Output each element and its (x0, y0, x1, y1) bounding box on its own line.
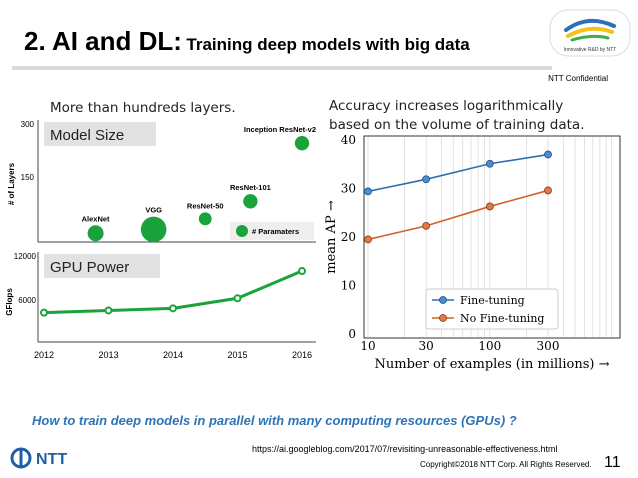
title-underline (12, 66, 552, 70)
gpu-point (40, 308, 48, 317)
ntt-logo-text: NTT (36, 451, 67, 468)
model-bubble (198, 212, 212, 226)
title-main: 2. AI and DL: (24, 26, 182, 56)
accuracy-x-tick: 30 (419, 339, 434, 353)
gpu-ylabel: GFlops (5, 288, 14, 316)
legend-marker-no-fine-tuning (439, 314, 447, 322)
slide-title: 2. AI and DL: Training deep models with … (24, 26, 470, 57)
confidential-label: NTT Confidential (548, 74, 608, 83)
accuracy-ylabel: mean AP → (324, 200, 339, 274)
accuracy-point (364, 235, 372, 244)
model-bubble-label: VGG (145, 206, 162, 215)
model-size-legend-label: # Paramaters (252, 227, 299, 236)
accuracy-x-tick: 100 (478, 339, 501, 353)
accuracy-series-line (367, 189, 549, 241)
gpu-title-box (44, 254, 160, 278)
model-size-tick-150: 150 (21, 173, 35, 182)
gpu-x-ticks: 2012 2013 2014 2015 2016 (34, 350, 312, 360)
page-number: 11 (604, 454, 621, 471)
accuracy-point (485, 159, 494, 168)
accuracy-point (364, 187, 372, 196)
legend-bubble-icon (236, 225, 248, 237)
model-bubble (87, 225, 104, 242)
model-bubble (294, 135, 310, 151)
accuracy-point (544, 150, 552, 159)
accuracy-y-tick: 10 (341, 279, 356, 293)
gpu-tick-12000: 12000 (14, 252, 37, 261)
right-note: Accuracy increases logarithmically based… (329, 97, 585, 135)
accuracy-legend (425, 288, 559, 330)
gpu-x-tick-label: 2012 (34, 350, 54, 360)
model-bubble-label: Inception ResNet-v2 (244, 125, 316, 134)
gpu-point (104, 306, 113, 315)
accuracy-point (422, 221, 431, 230)
model-size-bubbles: AlexNet VGG ResNet-50 ResNet-101 Inception R… (82, 125, 316, 243)
model-size-title-box (44, 122, 156, 146)
accuracy-xlabel: Number of examples (in millions) → (375, 357, 610, 372)
accuracy-y-ticks: 0 10 20 30 40 (341, 133, 356, 341)
accuracy-point (544, 186, 552, 195)
gpu-title: GPU Power (50, 259, 129, 276)
model-bubble-label: ResNet-101 (230, 183, 271, 192)
right-note-line1: Accuracy increases logarithmically (329, 98, 564, 114)
accuracy-point (422, 175, 431, 184)
legend-marker-fine-tuning (439, 296, 447, 304)
right-note-line2: based on the volume of training data. (329, 117, 585, 133)
gpu-x-tick-label: 2014 (163, 350, 183, 360)
model-bubble (243, 194, 258, 209)
ntt-logo: NTT (10, 447, 67, 469)
model-size-ylabel: # of Layers (7, 162, 16, 205)
gpu-point (233, 294, 242, 303)
bottom-question: How to train deep models in parallel wit… (32, 413, 517, 428)
model-bubble (140, 216, 167, 243)
accuracy-point (485, 202, 494, 211)
accuracy-x-tick: 10 (360, 339, 375, 353)
model-size-title: Model Size (50, 127, 124, 144)
accuracy-x-tick: 300 (537, 339, 560, 353)
gpu-x-tick-label: 2016 (292, 350, 312, 360)
logo-text: Innovative R&D by NTT (564, 47, 617, 53)
innovative-rd-logo: Innovative R&D by NTT (549, 9, 631, 57)
accuracy-y-tick: 30 (341, 182, 356, 196)
accuracy-series (364, 150, 552, 244)
copyright: Copyright©2018 NTT Corp. All Rights Rese… (420, 460, 592, 469)
accuracy-y-tick: 0 (348, 327, 356, 341)
gpu-series (40, 267, 306, 317)
title-sub: Training deep models with big data (186, 35, 470, 54)
accuracy-y-tick: 20 (341, 230, 356, 244)
gpu-tick-6000: 6000 (18, 296, 36, 305)
source-link[interactable]: https://ai.googleblog.com/2017/07/revisi… (252, 444, 558, 454)
accuracy-chart: 0 10 20 30 40 10 30 100 300 mean AP → Number of… (324, 133, 621, 372)
model-bubble-label: ResNet-50 (187, 201, 224, 210)
accuracy-series-line (367, 153, 549, 193)
legend-label-fine-tuning: Fine-tuning (460, 294, 525, 307)
model-bubble-label: AlexNet (82, 214, 110, 223)
gpu-x-tick-label: 2013 (98, 350, 118, 360)
legend-label-no-fine-tuning: No Fine-tuning (460, 312, 544, 325)
accuracy-y-tick: 40 (341, 133, 356, 147)
model-size-tick-300: 300 (21, 120, 35, 129)
gpu-point (169, 304, 177, 313)
left-charts: Model Size 300 150 # of Layers AlexNet VG… (5, 120, 316, 360)
model-size-legend (230, 222, 314, 240)
accuracy-x-ticks: 10 30 100 300 (360, 339, 559, 353)
gpu-x-tick-label: 2015 (227, 350, 247, 360)
gpu-point (298, 267, 306, 276)
left-note: More than hundreds layers. (50, 100, 236, 116)
